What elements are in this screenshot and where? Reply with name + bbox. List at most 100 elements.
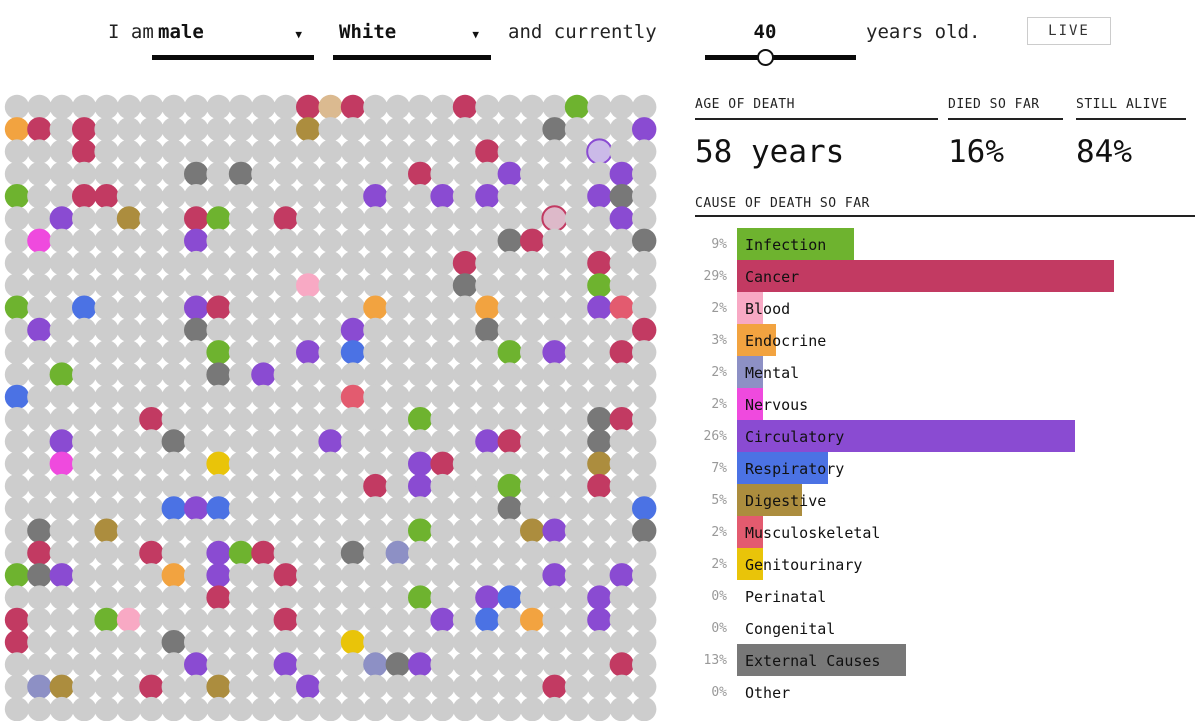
person-dot-alive [497,184,522,209]
person-dot-alive [340,139,366,164]
chevron-down-icon: ▼ [295,28,302,41]
cause-row: 3% Endocrine [695,324,1200,356]
stat-still-alive: STILL ALIVE 84% [1076,97,1186,170]
person-dot-alive [206,518,231,543]
person-dot-alive [116,184,142,209]
cause-bar [737,548,763,580]
person-dot-alive [497,652,522,677]
person-dot-alive [273,273,298,298]
person-dot-circulatory [184,496,209,521]
person-dot-alive [564,540,590,566]
person-dot-alive [228,250,254,276]
person-dot-alive [587,518,612,543]
person-dot-cancer [609,407,634,432]
person-dot-alive [116,429,142,454]
person-dot-alive [139,563,164,588]
person-dot-alive [184,273,209,298]
cause-label: Mental [745,364,800,382]
person-dot-infection [497,473,522,499]
person-dot-alive [475,273,500,298]
person-dot-alive [72,407,97,432]
person-dot-alive [49,607,74,633]
person-dot-alive [340,518,366,543]
person-dot-alive [72,362,97,387]
person-dot-alive [340,585,366,610]
header-middle-text: and currently [508,21,657,43]
person-dot-alive [27,630,52,655]
person-dot-alive [385,451,410,476]
person-dot-alive [139,206,164,231]
person-dot-alive [430,161,455,187]
person-dot-alive [430,407,455,432]
sex-select[interactable]: male ▼ [152,15,314,61]
person-dot-alive [296,295,321,320]
person-dot-alive [363,696,388,721]
person-dot-alive [430,496,455,521]
person-dot-alive [587,696,612,721]
person-dot-alive [587,540,612,566]
person-dot-alive [251,630,276,655]
person-dot-alive [161,407,186,432]
person-dot-alive [296,607,321,633]
person-dot-circulatory [296,340,321,365]
person-dot-alive [609,250,634,276]
person-dot-alive [408,429,433,454]
person-dot-alive [520,362,545,387]
person-dot-cancer [139,407,164,432]
person-dot-alive [430,228,455,253]
cause-percent: 2% [711,397,727,412]
person-dot-alive [318,407,343,432]
person-dot-alive [452,563,478,588]
person-dot-alive [251,184,276,209]
person-dot-alive [542,630,567,655]
person-dot-circulatory [475,184,500,209]
person-dot-alive [273,451,298,476]
race-select[interactable]: White ▼ [333,15,491,61]
person-dot-alive [296,384,321,410]
person-dot-alive [4,696,30,721]
person-dot-alive [72,340,97,365]
age-slider-handle[interactable] [757,49,774,66]
person-dot-alive [430,384,455,410]
person-dot-alive [385,407,410,432]
person-dot-circulatory [632,117,657,142]
person-dot-alive [363,273,388,298]
person-dot-alive [475,340,500,365]
cause-label: Endocrine [745,332,827,350]
live-button[interactable]: LIVE [1027,17,1111,45]
person-dot-alive [161,340,186,365]
person-dot-alive [184,696,209,721]
person-dot-digestive [296,117,321,142]
person-dot-external-causes [497,228,522,253]
person-dot-alive [273,540,298,566]
person-dot-alive [542,295,567,320]
person-dot-alive [206,407,231,432]
person-dot-alive [161,94,186,120]
person-dot-alive [520,674,545,699]
person-dot-alive [587,652,612,677]
person-dot-alive [497,563,522,588]
person-dot-endocrine [4,117,30,142]
person-dot-alive [94,540,119,566]
person-dot-alive [206,117,231,142]
cause-percent: 0% [711,621,727,636]
person-dot-alive [564,317,590,343]
person-dot-alive [497,317,522,343]
person-dot-endocrine [363,295,388,320]
person-dot-alive [184,250,209,276]
person-dot-alive [587,206,612,231]
age-slider[interactable]: 40 [705,15,856,67]
age-slider-track[interactable] [705,55,856,60]
stat-died-so-far: DIED SO FAR 16% [948,97,1063,170]
person-dot-alive [475,384,500,410]
person-dot-alive [273,674,298,699]
person-dot-endocrine [161,563,186,588]
person-dot-alive [632,340,657,365]
person-dot-alive [161,696,186,721]
population-grid [4,94,657,721]
person-dot-cancer [363,473,388,499]
person-dot-alive [94,630,119,655]
person-dot-circulatory [587,295,612,320]
person-dot-cancer [94,184,119,209]
person-dot-alive [340,184,366,209]
